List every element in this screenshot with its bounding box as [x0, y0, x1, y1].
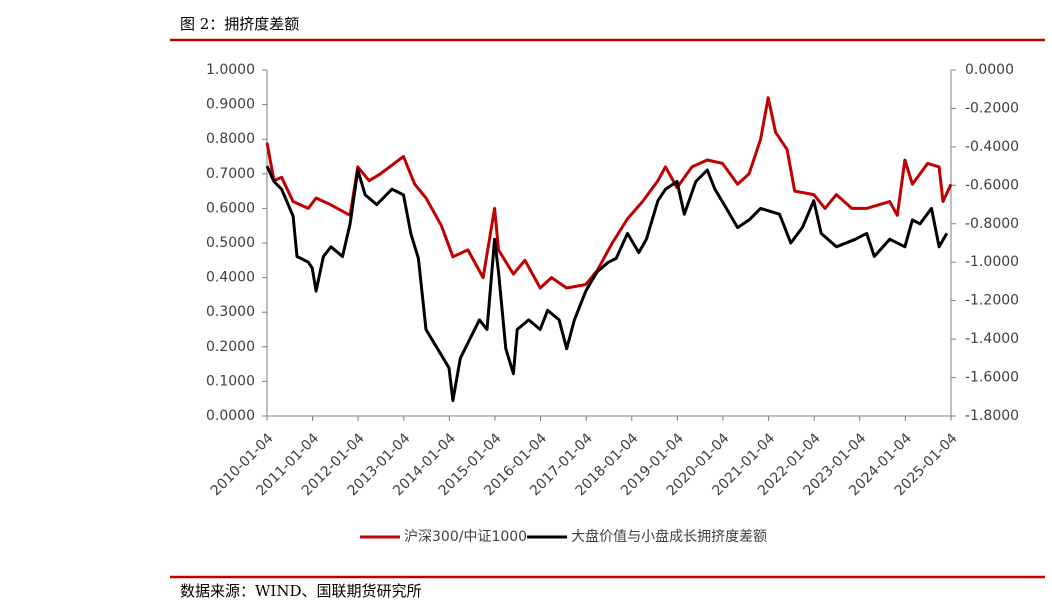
- y-tick-label: 0.1000: [206, 373, 255, 389]
- y-tick-label: 0.6000: [206, 200, 255, 216]
- y-tick-label: 1.0000: [206, 62, 255, 78]
- y2-tick-label: -1.0000: [965, 254, 1019, 270]
- y-tick-label: 0.3000: [206, 304, 255, 320]
- y-tick-label: 0.2000: [206, 339, 255, 355]
- figure-title: 图 2：拥挤度差额: [180, 15, 299, 33]
- legend-label: 沪深300/中证1000: [404, 529, 527, 545]
- y2-tick-label: 0.0000: [965, 62, 1014, 78]
- y2-tick-label: -1.8000: [965, 408, 1019, 424]
- y-tick-label: 0.0000: [206, 408, 255, 424]
- source-note: 数据来源：WIND、国联期货研究所: [180, 582, 422, 600]
- y2-tick-label: -0.8000: [965, 216, 1019, 232]
- y2-tick-label: -0.6000: [965, 177, 1019, 193]
- legend-label: 大盘价值与小盘成长拥挤度差额: [571, 528, 767, 545]
- y-tick-label: 0.9000: [206, 97, 255, 113]
- y-tick-label: 0.7000: [206, 166, 255, 182]
- y-tick-label: 0.4000: [206, 270, 255, 286]
- y2-tick-label: -1.4000: [965, 331, 1019, 347]
- y2-tick-label: -1.6000: [965, 370, 1019, 386]
- y2-tick-label: -0.4000: [965, 139, 1019, 155]
- series-line: [265, 165, 949, 403]
- series-line: [265, 96, 953, 290]
- y2-tick-label: -1.2000: [965, 293, 1019, 309]
- y-tick-label: 0.8000: [206, 131, 255, 147]
- y-tick-label: 0.5000: [206, 235, 255, 251]
- y2-tick-label: -0.2000: [965, 100, 1019, 116]
